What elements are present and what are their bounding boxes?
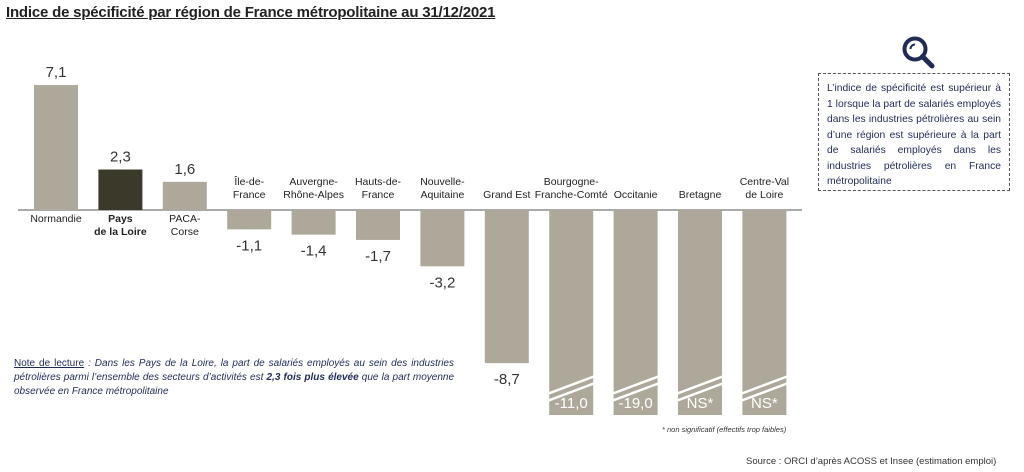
footnote: * non significatif (effectifs trop faibl… [662,425,787,434]
category-label: Centre-Val de Loire [740,176,789,201]
bar [227,210,272,230]
bar [484,210,529,364]
break-mark [611,374,661,396]
reading-note-text-1: : Dans les Pays de la Loire, la part de … [14,358,454,383]
category-label: Pays de la Loire [94,213,147,238]
category-label-line: Hauts-de- [355,176,402,188]
category-label-line: Pays [108,213,133,225]
category-label-line: de la Loire [94,226,147,238]
data-label: -1,1 [236,237,262,254]
category-label-line: Nouvelle- [420,176,465,188]
break-mark [546,374,596,396]
category-label-line: France [362,189,395,201]
category-label: Île-de-France [233,175,266,201]
break-mark [739,374,789,396]
data-label: -3,2 [429,274,455,291]
break-mark [546,381,596,403]
source: Source : ORCI d’après ACOSS et Insee (es… [746,456,997,467]
category-label: Normandie [30,213,82,225]
data-label: 7,1 [46,64,67,81]
break-mark [675,374,725,396]
bar [291,210,336,235]
search-icon [900,34,936,75]
category-label: Occitanie [614,189,658,201]
category-label-line: Corse [171,226,199,238]
bar [34,85,78,210]
reading-note-emphasis: 2,3 fois plus élevée [266,372,359,383]
bar-chart: 7,1 Normandie 2,3 Pays de la Loire 1,6 PACA-Co… [18,64,802,415]
category-label: Bretagne [679,189,722,201]
category-label: Nouvelle-Aquitaine [420,176,465,201]
break-mark [739,381,789,403]
category-label-line: France [233,189,266,201]
category-label-line: PACA- [169,213,201,225]
category-label-line: Auvergne- [289,176,338,188]
info-box: L’indice de spécificité est supérieur à … [818,73,1010,191]
bar [98,169,143,210]
category-label-line: Aquitaine [421,189,465,201]
break-mark [611,381,661,403]
bar [420,210,465,267]
category-label-line: Grand Est [483,189,530,201]
page-title: Indice de spécificité par région de Fran… [6,4,496,21]
reading-note-label: Note de lecture [14,358,85,369]
category-label-line: Bretagne [679,189,722,201]
category-label-line: Rhône-Alpes [283,189,344,201]
data-label: -11,0 [555,395,588,412]
break-mark [675,381,725,403]
data-label: -1,4 [301,243,327,260]
category-label-line: Normandie [30,213,82,225]
category-label-line: Bourgogne- [544,176,599,188]
data-label: 2,3 [110,149,131,166]
data-label: NS* [751,395,778,412]
category-label-line: Centre-Val [740,176,789,188]
data-label: 1,6 [174,161,195,178]
bar [162,181,207,210]
category-label: Bourgogne-Franche-Comté [535,176,608,201]
category-label: Grand Est [483,189,530,201]
reading-note-text-2: que la part moyenne observée en France m… [14,372,454,397]
category-label-line: Île-de- [233,175,264,188]
data-label: -8,7 [494,371,520,388]
category-label-line: de Loire [745,189,783,201]
category-label: Auvergne-Rhône-Alpes [283,176,344,201]
data-label: NS* [687,395,714,412]
data-label: -1,7 [365,248,391,265]
data-label: -19,0 [618,395,652,412]
reading-note: Note de lecture : Dans les Pays de la Lo… [14,357,454,399]
category-label-line: Occitanie [614,189,658,201]
category-label-line: Franche-Comté [535,189,608,201]
category-label: Hauts-de-France [355,176,402,201]
bar [356,210,400,240]
category-label: PACA-Corse [169,213,201,238]
